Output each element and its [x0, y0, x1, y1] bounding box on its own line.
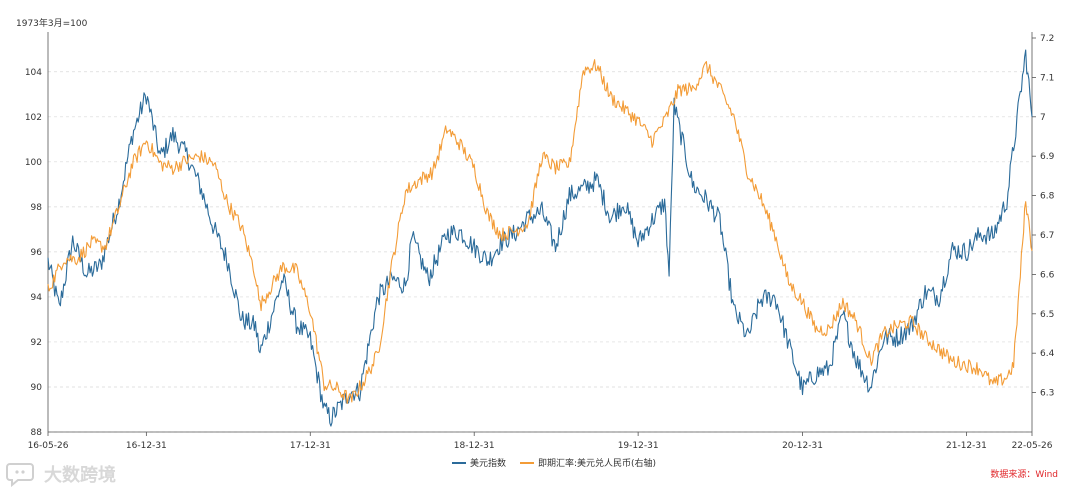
x-tick-label: 22-05-26: [1012, 441, 1053, 451]
y-right-tick-label: 6.7: [1040, 231, 1054, 241]
legend-label: 即期汇率:美元兑人民币(右轴): [538, 457, 656, 469]
x-tick-label: 16-05-26: [28, 441, 69, 451]
y-left-tick-label: 94: [31, 293, 43, 303]
series-line-usd-cny: [47, 59, 1033, 405]
x-tick-label: 21-12-31: [946, 441, 987, 451]
y-right-tick-label: 7.2: [1040, 34, 1054, 44]
y-right-tick-label: 6.9: [1040, 152, 1055, 162]
watermark-text: 大数跨境: [44, 464, 116, 486]
y-left-tick-label: 92: [31, 338, 42, 348]
x-tick-label: 18-12-31: [454, 441, 495, 451]
legend-item: 即期汇率:美元兑人民币(右轴): [520, 457, 656, 469]
y-right-tick-label: 6.6: [1040, 270, 1055, 280]
left-axis-unit-label: 1973年3月=100: [16, 17, 88, 29]
y-left-tick-label: 100: [25, 158, 42, 168]
y-left-tick-label: 104: [25, 68, 42, 78]
y-right-tick-label: 7: [1040, 113, 1046, 123]
legend: 美元指数 即期汇率:美元兑人民币(右轴): [452, 457, 656, 469]
x-tick-label: 16-12-31: [126, 441, 167, 451]
chat-bubble-icon: [6, 463, 34, 488]
x-tick-label: 19-12-31: [618, 441, 659, 451]
series-line-dollar-index: [47, 49, 1033, 427]
y-right-tick-label: 6.5: [1040, 310, 1054, 320]
y-left-tick-label: 88: [31, 428, 43, 438]
source-label: 数据来源：Wind: [990, 468, 1058, 480]
y-right-tick-label: 6.3: [1040, 389, 1054, 399]
y-left-tick-label: 98: [31, 203, 43, 213]
axes: 88 90 92 94 96 98 100 102 104 6.3 6.4 6.5 6.6 6.7 6.8 6…: [25, 32, 1055, 451]
y-left-tick-label: 96: [31, 248, 43, 258]
watermark: 大数跨境: [6, 463, 116, 488]
y-right-tick-label: 6.8: [1040, 192, 1055, 202]
legend-item: 美元指数: [452, 457, 506, 469]
y-right-tick-label: 6.4: [1040, 349, 1055, 359]
x-tick-label: 17-12-31: [290, 441, 331, 451]
y-right-tick-label: 7.1: [1040, 73, 1054, 83]
y-left-tick-label: 102: [25, 113, 42, 123]
series-lines: [47, 49, 1033, 427]
legend-label: 美元指数: [470, 457, 506, 469]
y-left-tick-label: 90: [31, 383, 43, 393]
gridlines: [48, 71, 1032, 433]
x-tick-label: 20-12-31: [782, 441, 823, 451]
